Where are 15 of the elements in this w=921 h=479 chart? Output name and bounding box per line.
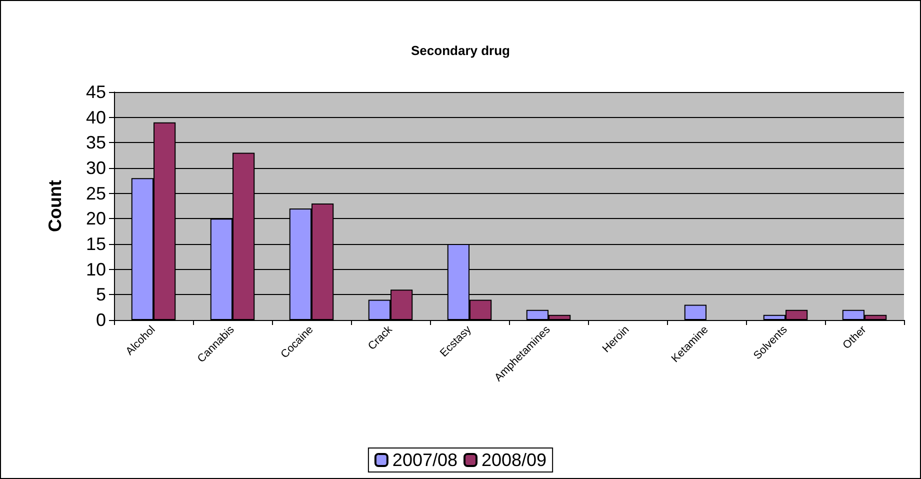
- legend-label: 2008/09: [482, 450, 547, 470]
- y-tick-label: 40: [86, 107, 106, 128]
- y-tick-label: 0: [96, 310, 106, 330]
- y-axis-title: Count: [45, 180, 65, 232]
- y-tick-label: 10: [86, 259, 106, 280]
- y-tick-label: 5: [96, 284, 106, 305]
- y-tick-label: 35: [86, 132, 106, 153]
- bar: [684, 304, 706, 320]
- y-tick-label: 30: [86, 158, 106, 178]
- y-tick-label: 20: [86, 208, 106, 229]
- y-tick-label: 45: [86, 82, 106, 102]
- legend-label: 2007/08: [392, 450, 458, 470]
- chart-title: Secondary drug: [411, 43, 510, 58]
- y-tick-label: 15: [86, 234, 106, 254]
- y-tick-label: 25: [86, 183, 106, 204]
